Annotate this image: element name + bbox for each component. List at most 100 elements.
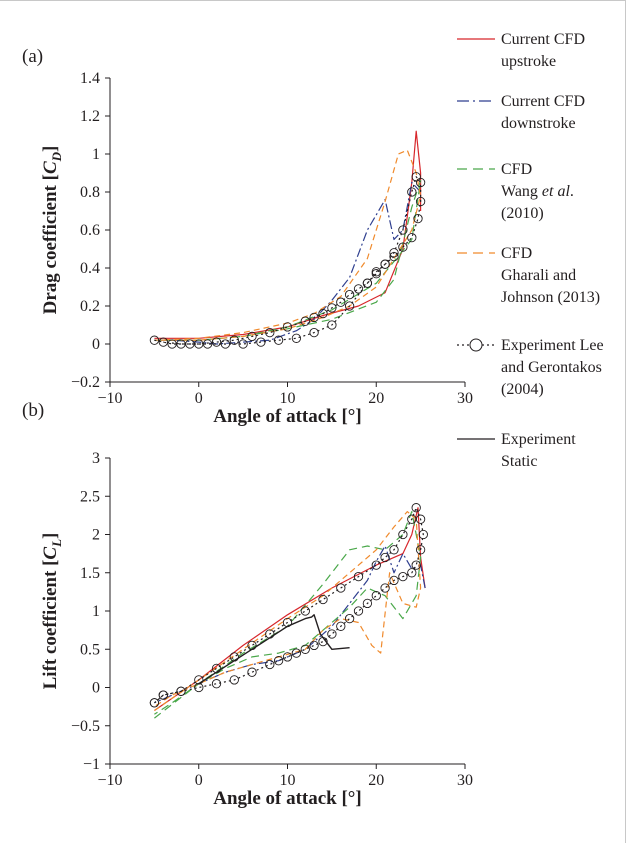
marker-exp-lee-a <box>371 269 381 279</box>
marker-exp-lee-a <box>389 251 399 262</box>
marker-exp-lee-b <box>418 529 428 540</box>
x-tick-label-a: 20 <box>368 390 384 407</box>
series-exp_lee-a <box>154 176 422 345</box>
y-tick-label-b: 1.5 <box>80 565 100 582</box>
y-tick-label-b: 2 <box>92 527 100 544</box>
legend-label-exp_lee: (2004) <box>501 381 544 398</box>
marker-exp-lee-b <box>273 656 284 666</box>
y-tick-label-a: 0.4 <box>80 260 100 277</box>
y-tick-label-a: 0.8 <box>80 184 100 201</box>
y-tick-label-a: 1.2 <box>80 108 100 125</box>
legend-label-gharali: Johnson (2013) <box>501 289 600 306</box>
marker-exp-lee-a <box>415 177 426 188</box>
y-tick-label-b: 3 <box>92 450 100 467</box>
marker-exp-lee-a <box>344 301 355 311</box>
x-tick-label-a: −10 <box>97 390 122 407</box>
marker-exp-lee-b <box>380 583 390 593</box>
marker-exp-lee-b <box>300 644 310 654</box>
marker-exp-lee-b <box>194 675 204 685</box>
y-tick-label-a: 1.4 <box>80 70 100 87</box>
marker-exp-lee-a <box>167 339 177 349</box>
x-tick-label-b: −10 <box>97 772 122 789</box>
marker-exp-lee-a <box>229 335 239 345</box>
marker-exp-lee-a <box>194 339 204 349</box>
marker-exp-lee-a <box>389 248 399 258</box>
marker-exp-lee-b <box>371 560 381 570</box>
y-tick-label-b: 0.5 <box>80 641 100 658</box>
marker-exp-lee-a <box>273 335 284 345</box>
legend-label-exp_lee: Experiment Lee <box>501 337 604 354</box>
marker-exp-lee-b <box>158 690 168 700</box>
legend-label-wang: Wang et al. <box>501 183 574 200</box>
marker-exp-lee-a <box>407 232 417 243</box>
marker-exp-lee-b <box>265 659 275 670</box>
marker-exp-lee-a <box>413 213 423 224</box>
plot-a: −0.2 0 0.2 0.4 0.6 0.8 1 1.2 1.4 −10 0 10 20 30 Angle … <box>40 70 473 427</box>
marker-exp-lee-a <box>398 225 408 235</box>
marker-exp-lee-a <box>318 308 328 319</box>
marker-exp-lee-b <box>371 591 381 601</box>
marker-exp-lee-b <box>415 514 426 524</box>
marker-exp-lee-a <box>220 339 231 349</box>
series-gharali-b <box>154 511 422 711</box>
marker-exp-lee-b <box>353 571 364 582</box>
marker-exp-lee-a <box>336 297 346 307</box>
legend-label-cfd_down: downstroke <box>501 115 576 132</box>
marker-exp-lee-b <box>407 568 417 578</box>
marker-exp-lee-b <box>300 606 310 616</box>
marker-exp-lee-a <box>256 337 266 347</box>
marker-exp-lee-b <box>344 613 355 624</box>
x-tick-label-a: 10 <box>280 390 296 407</box>
marker-exp-lee-b <box>389 575 399 586</box>
series-exp_lee-b <box>154 507 424 704</box>
y-axis-label-a: Drag coefficient [CD] <box>40 146 64 315</box>
legend-label-cfd_down: Current CFD <box>501 93 585 110</box>
marker-exp-lee-b <box>291 648 302 658</box>
marker-exp-lee-a <box>327 320 337 330</box>
marker-exp-lee-b <box>411 503 421 513</box>
marker-exp-lee-b <box>353 606 364 616</box>
marker-exp-lee-a <box>176 339 186 349</box>
legend-marker-exp_lee <box>469 338 483 352</box>
marker-exp-lee-a <box>185 339 195 349</box>
panel-label-b: (b) <box>22 400 44 421</box>
y-tick-label-b: 0 <box>92 680 100 697</box>
legend-label-exp_static: Experiment <box>501 431 576 448</box>
y-tick-label-a: 0 <box>92 336 100 353</box>
marker-exp-lee-a <box>415 196 426 207</box>
x-axis-label-b: Angle of attack [°] <box>213 788 361 809</box>
x-tick-label-b: 20 <box>368 772 384 789</box>
marker-exp-lee-b <box>362 598 373 609</box>
marker-exp-lee-a <box>327 303 337 313</box>
marker-exp-lee-a <box>247 331 257 342</box>
legend-label-exp_static: Static <box>501 453 537 470</box>
marker-exp-lee-a <box>353 284 364 294</box>
marker-exp-lee-a <box>291 333 302 343</box>
marker-exp-lee-a <box>211 337 222 347</box>
y-tick-label-a: 1 <box>92 146 100 163</box>
series-wang-b <box>154 511 422 719</box>
marker-exp-lee-b <box>327 629 337 639</box>
marker-exp-lee-b <box>149 698 160 708</box>
series-gharali-a <box>154 149 422 341</box>
legend-label-exp_lee: and Gerontakos <box>501 359 602 376</box>
marker-exp-lee-a <box>265 327 275 338</box>
y-tick-label-b: 1 <box>92 603 100 620</box>
marker-exp-lee-a <box>407 187 417 197</box>
marker-exp-lee-b <box>247 667 257 677</box>
y-tick-label-a: −0.2 <box>71 374 100 391</box>
legend-label-wang: (2010) <box>501 205 544 222</box>
marker-exp-lee-a <box>344 289 355 300</box>
x-tick-label-b: 10 <box>280 772 296 789</box>
marker-exp-lee-b <box>411 560 421 570</box>
marker-exp-lee-b <box>336 621 346 631</box>
marker-exp-lee-b <box>309 640 319 651</box>
legend: Current CFD upstroke Current CFD downstroke… <box>457 31 604 470</box>
series-exp_static-b <box>198 614 350 685</box>
marker-exp-lee-b <box>194 682 204 693</box>
marker-exp-lee-a <box>282 322 293 332</box>
x-tick-label-b: 30 <box>457 772 473 789</box>
marker-exp-lee-a <box>380 259 390 269</box>
